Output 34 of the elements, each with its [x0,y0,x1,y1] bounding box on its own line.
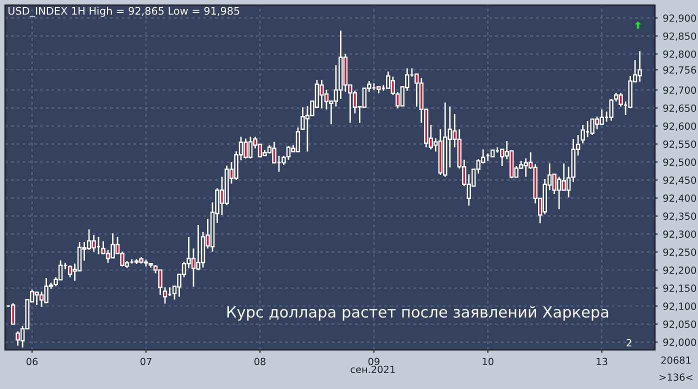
y-tick-label: 92,400 [663,194,696,203]
x-tick-label: 08 [254,358,266,366]
y-tick-label: 92,350 [663,212,696,221]
text: >136< [660,373,692,381]
chart-title: USD_INDEX 1H High = 92,865 Low = 91,985 [8,6,240,18]
y-tick-label: 92,100 [663,302,696,311]
y-tick-label: 92,000 [663,338,696,347]
y-tick-label: 92,756 [663,66,696,75]
y-tick-label: 92,200 [663,266,696,275]
annotation: Курс доллара растет после заявлений Харкера [227,306,608,321]
y-tick-label: 92,550 [663,140,696,149]
x-axis-title: сен.2021 [350,366,395,374]
x-tick-label: 13 [596,358,608,366]
annotation: 2 [626,339,632,346]
y-tick-label: 92,500 [663,158,696,167]
text: 20681 [661,356,691,364]
y-tick-label: 92,650 [663,104,696,113]
y-tick-label: 92,900 [663,14,696,23]
x-tick-label: 09 [368,358,380,366]
x-tick-label: 06 [26,358,38,366]
y-tick-label: 92,150 [663,284,696,293]
y-tick-label: 92,250 [663,248,696,257]
y-tick-label: 92,050 [663,320,696,329]
x-tick-label: 10 [482,358,494,366]
candlestick [162,286,168,304]
y-tick-label: 92,850 [663,32,696,41]
x-tick-label: 07 [140,358,152,366]
y-tick-label: 92,450 [663,176,696,185]
y-tick-label: 92,600 [663,122,696,131]
y-tick-label: 92,800 [663,50,696,59]
y-tick-label: 92,700 [663,86,696,95]
candlestick [10,302,16,325]
candlestick [609,98,614,122]
y-tick-label: 92,300 [663,230,696,239]
